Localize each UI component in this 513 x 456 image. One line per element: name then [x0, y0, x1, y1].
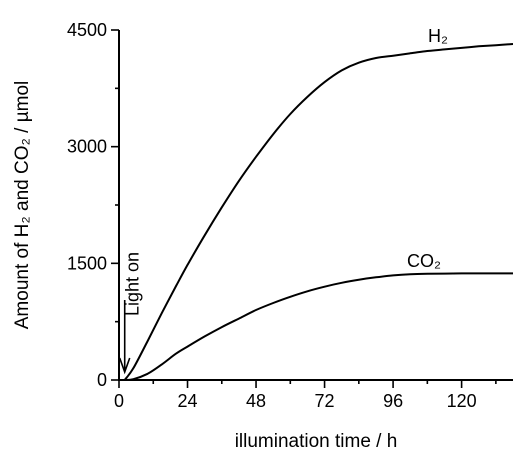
x-tick-label: 120 — [447, 391, 477, 411]
series-label-h2: H₂ — [428, 26, 448, 46]
y-ticks: 0 1500 3000 4500 — [67, 20, 119, 390]
x-tick-label: 96 — [383, 391, 403, 411]
curves — [123, 43, 513, 381]
x-tick-label: 48 — [246, 391, 266, 411]
x-ticks: 0 24 48 72 96 120 — [114, 380, 497, 411]
y-tick-label: 4500 — [67, 20, 107, 40]
x-axis-title: illumination time / h — [235, 431, 398, 452]
y-tick-label: 3000 — [67, 137, 107, 157]
series-line-h2 — [123, 43, 513, 381]
y-tick-label: 1500 — [67, 253, 107, 273]
series-label-co2: CO₂ — [407, 251, 441, 271]
y-axis-title: Amount of H₂ and CO₂ / µmol — [12, 81, 33, 330]
light-on-label: Light on — [123, 252, 143, 316]
light-on-arrowhead — [118, 357, 131, 375]
y-tick-label: 0 — [97, 370, 107, 390]
x-tick-label: 24 — [178, 391, 198, 411]
series-line-co2 — [124, 272, 513, 381]
axes — [118, 30, 513, 381]
labels: H₂ CO₂ Light on — [118, 26, 448, 375]
x-tick-label: 0 — [114, 391, 124, 411]
x-tick-label: 72 — [315, 391, 335, 411]
